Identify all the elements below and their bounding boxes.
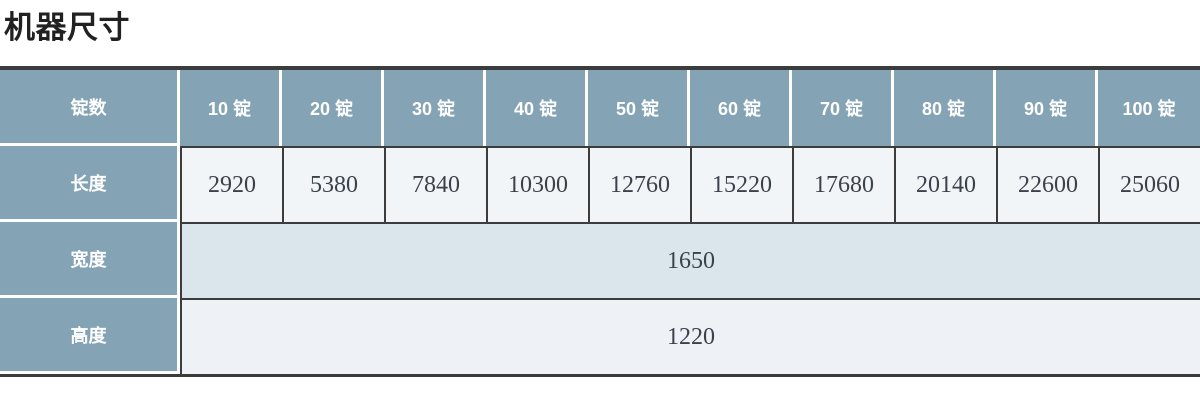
length-value-70: 17680 (792, 146, 894, 222)
column-header-30: 30 锭 (384, 70, 486, 146)
length-value-100: 25060 (1098, 146, 1200, 222)
row-label-length: 长度 (0, 146, 180, 222)
table-header-row: 锭数 10 锭 20 锭 30 锭 40 锭 50 锭 60 锭 70 锭 80… (0, 70, 1200, 146)
length-value-10: 2920 (180, 146, 282, 222)
length-value-30: 7840 (384, 146, 486, 222)
page-title: 机器尺寸 (4, 10, 130, 45)
machine-dimensions-table: 锭数 10 锭 20 锭 30 锭 40 锭 50 锭 60 锭 70 锭 80… (0, 66, 1200, 377)
table-row-height: 高度 1220 (0, 298, 1200, 374)
column-header-40: 40 锭 (486, 70, 588, 146)
column-header-70: 70 锭 (792, 70, 894, 146)
column-header-50: 50 锭 (588, 70, 690, 146)
table-row-length: 长度 2920 5380 7840 10300 12760 15220 1768… (0, 146, 1200, 222)
length-value-40: 10300 (486, 146, 588, 222)
table-row-width: 宽度 1650 (0, 222, 1200, 298)
length-value-50: 12760 (588, 146, 690, 222)
row-label-width: 宽度 (0, 222, 180, 298)
column-header-10: 10 锭 (180, 70, 282, 146)
column-header-80: 80 锭 (894, 70, 996, 146)
length-value-80: 20140 (894, 146, 996, 222)
column-header-90: 90 锭 (996, 70, 1098, 146)
width-value: 1650 (180, 222, 1200, 298)
length-value-90: 22600 (996, 146, 1098, 222)
length-value-60: 15220 (690, 146, 792, 222)
column-header-100: 100 锭 (1098, 70, 1200, 146)
row-label-height: 高度 (0, 298, 180, 374)
column-header-20: 20 锭 (282, 70, 384, 146)
column-header-60: 60 锭 (690, 70, 792, 146)
length-value-20: 5380 (282, 146, 384, 222)
corner-header-spindle-count: 锭数 (0, 70, 180, 146)
height-value: 1220 (180, 298, 1200, 374)
